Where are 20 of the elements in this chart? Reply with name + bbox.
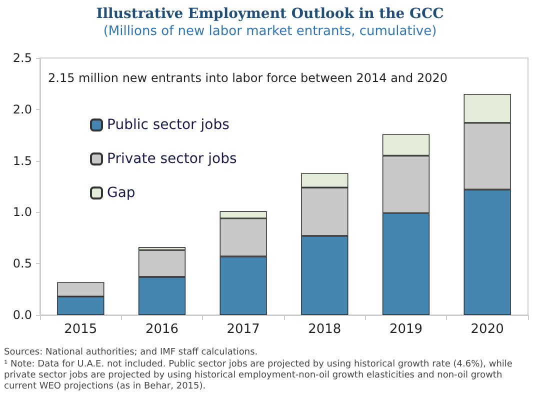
y-tick-label: 1.5 [12, 154, 32, 168]
y-tick-label: 0.0 [12, 308, 32, 322]
x-tick-label: 2019 [389, 322, 423, 337]
legend-label: Gap [107, 185, 136, 201]
legend-label: Public sector jobs [107, 117, 230, 133]
chart-title: Illustrative Employment Outlook in the GCC [96, 6, 444, 22]
y-tick-label: 0.5 [12, 256, 32, 271]
y-tick-label: 1.0 [12, 205, 32, 220]
x-tick-label: 2015 [64, 322, 98, 337]
x-tick-label: 2016 [145, 322, 179, 337]
x-tick-label: 2020 [470, 322, 504, 337]
chart-subtitle: (Millions of new labor market entrants, cumulative) [103, 24, 437, 39]
source-note: Sources: National authorities; and IMF staff calculations. [4, 348, 258, 358]
annotation: 2.15 million new entrants into labor force between 2014 and 2020 [48, 71, 448, 85]
y-tick-label: 2.5 [12, 51, 32, 65]
y-tick-label: 2.0 [12, 102, 32, 116]
legend-label: Private sector jobs [107, 151, 237, 167]
x-tick-label: 2017 [226, 322, 260, 337]
text: ¹ Note: Data for U.A.E. not included. Public sector jobs are projected by using historical growth rate (4.6%), while private sector jobs are projected by using historical employment-non-oil growth elasticities and non-oil growth current WEO projections (as in Behar, 2015). [4, 360, 516, 392]
x-tick-label: 2018 [308, 322, 342, 337]
